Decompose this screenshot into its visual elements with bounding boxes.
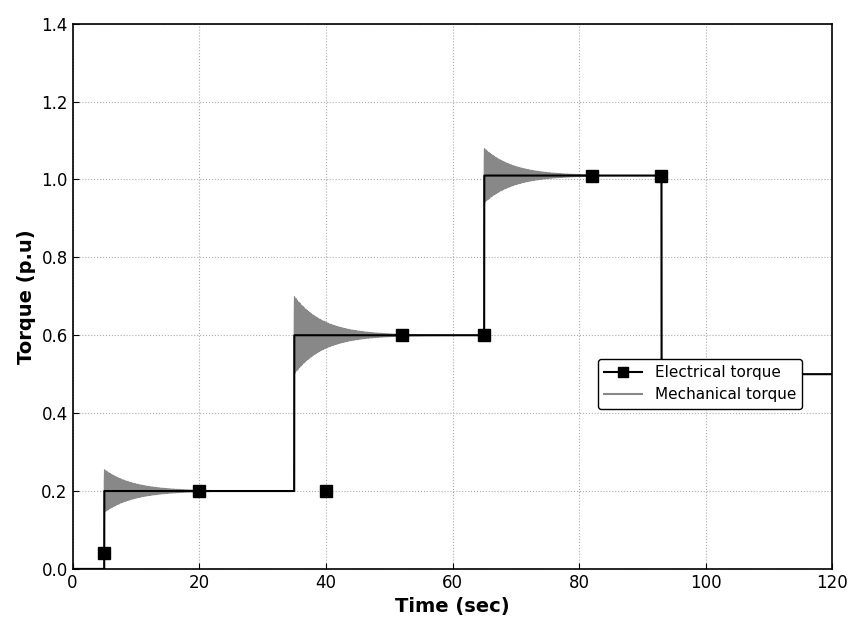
Electrical torque bbox=[800, 370, 811, 378]
Line: Mechanical torque: Mechanical torque bbox=[73, 149, 832, 569]
Mechanical torque bbox=[471, 332, 481, 339]
Mechanical torque bbox=[586, 172, 596, 180]
Mechanical torque bbox=[479, 145, 490, 153]
Mechanical torque bbox=[67, 565, 78, 573]
Y-axis label: Torque (p.u): Torque (p.u) bbox=[16, 229, 35, 363]
Mechanical torque bbox=[827, 370, 837, 378]
Mechanical torque bbox=[800, 370, 811, 378]
Legend: Electrical torque, Mechanical torque: Electrical torque, Mechanical torque bbox=[598, 359, 802, 409]
Mechanical torque bbox=[560, 170, 570, 178]
Electrical torque bbox=[586, 172, 596, 179]
Electrical torque bbox=[76, 565, 86, 573]
Line: Electrical torque: Electrical torque bbox=[73, 175, 832, 569]
Electrical torque bbox=[827, 370, 837, 378]
Electrical torque bbox=[471, 332, 481, 339]
X-axis label: Time (sec): Time (sec) bbox=[395, 598, 509, 617]
Electrical torque bbox=[175, 487, 185, 495]
Electrical torque bbox=[67, 565, 78, 573]
Electrical torque bbox=[560, 172, 570, 179]
Mechanical torque bbox=[175, 489, 185, 496]
Mechanical torque bbox=[76, 565, 86, 573]
Electrical torque bbox=[479, 172, 490, 179]
